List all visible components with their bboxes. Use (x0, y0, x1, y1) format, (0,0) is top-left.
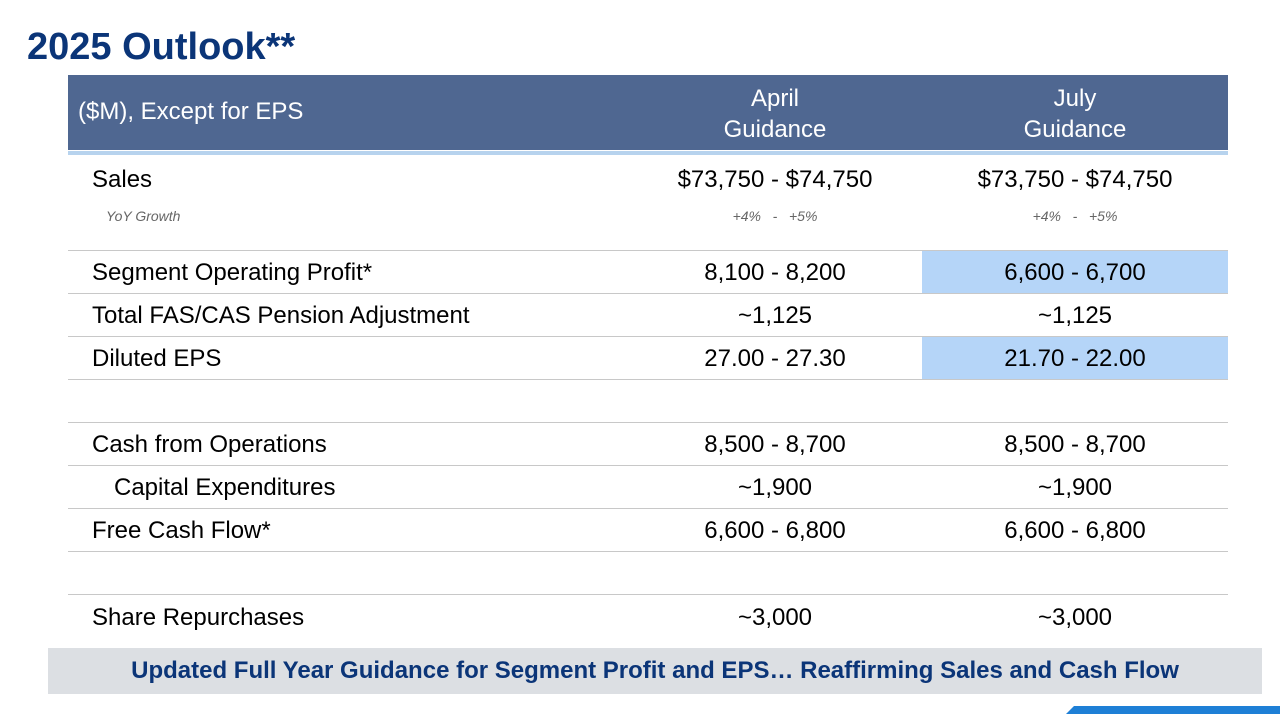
footer-text: Updated Full Year Guidance for Segment P… (131, 657, 1179, 684)
cell: 6,600 - 6,800 (704, 517, 846, 544)
highlight (922, 251, 1228, 293)
cell: +4% - +5% (1032, 208, 1118, 224)
row-rule (68, 293, 1228, 294)
header-line: April (750, 85, 799, 112)
row-label: Sales (92, 166, 153, 193)
row-rule (68, 508, 1228, 509)
title: 2025 Outlook** (27, 26, 296, 68)
cell: 6,600 - 6,700 (1004, 259, 1146, 286)
cell: ~1,125 (1037, 302, 1113, 329)
cell: 21.70 - 22.00 (1004, 345, 1146, 372)
row-rule (68, 250, 1228, 251)
accent-shape (1066, 706, 1280, 714)
cell: $73,750 - $74,750 (677, 166, 873, 193)
row-label: Share Repurchases (92, 604, 305, 631)
table-header (68, 75, 1228, 150)
header-line: Guidance (1023, 116, 1127, 143)
column-header: ($M), Except for EPS (78, 98, 304, 125)
cell: ~3,000 (1037, 604, 1113, 631)
header-rule (68, 151, 1228, 155)
row-label: Total FAS/CAS Pension Adjustment (92, 302, 470, 329)
cell: ~1,900 (737, 474, 813, 501)
row-label: YoY Growth (106, 208, 181, 224)
row-rule (68, 594, 1228, 595)
row-rule (68, 379, 1228, 380)
row-label: Capital Expenditures (114, 474, 336, 501)
row-label: Free Cash Flow* (92, 517, 271, 544)
column-header: July Guidance (922, 83, 1228, 145)
cell: 27.00 - 27.30 (704, 345, 846, 372)
row-label: Segment Operating Profit* (92, 259, 373, 286)
row-label: Cash from Operations (92, 431, 327, 458)
cell: $73,750 - $74,750 (977, 166, 1173, 193)
cell: 8,500 - 8,700 (704, 431, 846, 458)
cell: +4% - +5% (732, 208, 818, 224)
highlight (922, 337, 1228, 379)
row-label: Diluted EPS (92, 345, 222, 372)
cell: ~1,125 (737, 302, 813, 329)
corner-accent (1066, 706, 1280, 714)
cell: ~1,900 (1037, 474, 1113, 501)
column-header: April Guidance (622, 83, 928, 145)
cell: 8,500 - 8,700 (1004, 431, 1146, 458)
row-rule (68, 336, 1228, 337)
row-rule (68, 551, 1228, 552)
cell: 6,600 - 6,800 (1004, 517, 1146, 544)
header-line: July (1053, 85, 1097, 112)
header-line: Guidance (723, 116, 827, 143)
cell: ~3,000 (737, 604, 813, 631)
cell: 8,100 - 8,200 (704, 259, 846, 286)
row-rule (68, 422, 1228, 423)
row-rule (68, 465, 1228, 466)
footer-band (48, 648, 1262, 694)
